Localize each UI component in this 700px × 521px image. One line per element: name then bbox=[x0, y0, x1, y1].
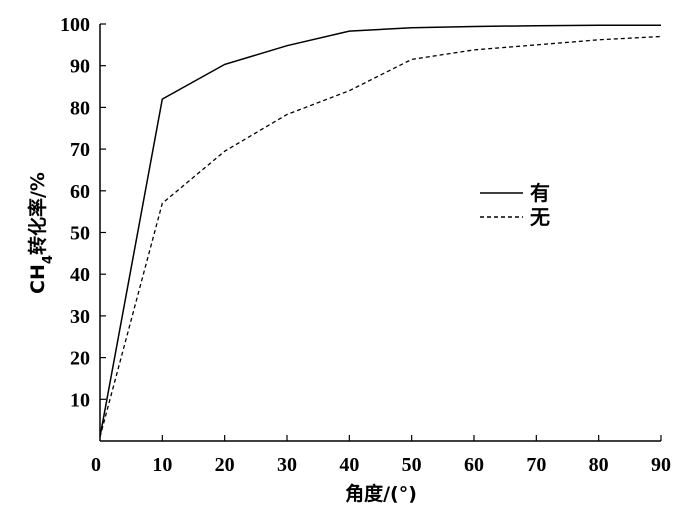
y-tick-label: 80 bbox=[70, 97, 90, 119]
x-axis-title: 角度/(°) bbox=[345, 482, 417, 505]
y-tick-label: 50 bbox=[70, 223, 90, 245]
x-tick-label: 10 bbox=[152, 454, 172, 476]
x-tick-label: 80 bbox=[589, 454, 609, 476]
legend-label-1: 有 bbox=[530, 181, 550, 205]
y-tick-label: 30 bbox=[70, 306, 90, 328]
x-tick-label: 30 bbox=[277, 454, 297, 476]
y-axis-title-subscript: 4 bbox=[41, 255, 56, 264]
series-line-2 bbox=[99, 35, 662, 437]
legend-label-2: 无 bbox=[530, 205, 550, 229]
series-line-1 bbox=[99, 24, 661, 437]
y-tick-label: 70 bbox=[70, 139, 90, 161]
y-tick-label: 40 bbox=[70, 264, 90, 286]
y-tick-label: 10 bbox=[70, 389, 90, 411]
y-tick-label: 60 bbox=[70, 181, 90, 203]
x-tick-label: 60 bbox=[464, 454, 484, 476]
y-axis-title-main: CH bbox=[27, 264, 49, 294]
y-ticks: 10 20 30 40 50 60 70 80 90 100 bbox=[60, 14, 106, 411]
x-tick-label: 90 bbox=[651, 454, 671, 476]
x-tick-label: 20 bbox=[215, 454, 235, 476]
y-axis-title: CH4转化率/% bbox=[26, 172, 56, 294]
y-tick-label: 90 bbox=[70, 56, 90, 78]
x-tick-label: 70 bbox=[526, 454, 546, 476]
y-tick-label: 20 bbox=[70, 348, 90, 370]
legend: 有无 bbox=[480, 181, 550, 229]
series-layer bbox=[99, 24, 662, 437]
x-tick-label: 0 bbox=[91, 454, 101, 476]
x-tick-label: 50 bbox=[402, 454, 422, 476]
x-ticks: 0 10 20 30 40 50 60 70 80 90 bbox=[91, 435, 671, 476]
x-tick-label: 40 bbox=[339, 454, 359, 476]
y-axis-title-rest: 转化率/% bbox=[26, 172, 49, 255]
y-tick-label: 100 bbox=[60, 14, 90, 36]
